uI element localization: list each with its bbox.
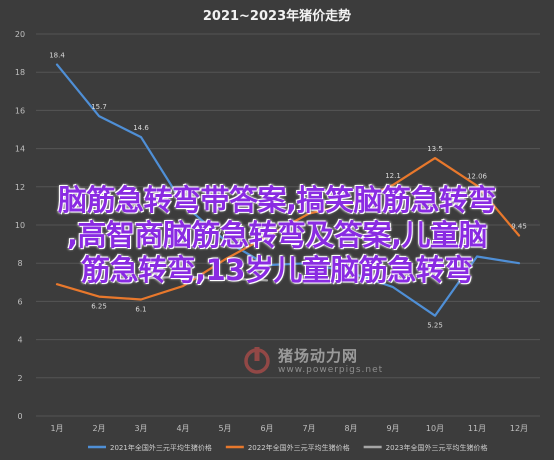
x-tick-label: 6月: [260, 424, 273, 433]
y-tick-label: 2: [17, 374, 22, 383]
legend-label-3: 2023年全国外三元平均生猪价格: [386, 443, 488, 452]
watermark-title: 猪场动力网: [278, 346, 359, 365]
data-label: 5.25: [427, 322, 443, 330]
data-label: 15.7: [91, 103, 107, 111]
y-tick-label: 6: [17, 297, 22, 306]
y-tick-label: 0: [17, 412, 22, 421]
data-label: 6.25: [91, 303, 107, 311]
x-tick-label: 9月: [386, 424, 399, 433]
y-tick-label: 20: [15, 30, 25, 39]
legend-label-2: 2022年全国外三元平均生猪价格: [248, 443, 350, 452]
data-label: 11.11: [173, 191, 193, 199]
y-tick-label: 16: [15, 106, 25, 115]
y-tick-label: 8: [17, 259, 22, 268]
x-tick-label: 5月: [218, 424, 231, 433]
x-tick-label: 12月: [510, 424, 528, 433]
overlay-line-2: ,高智商脑筋急转弯及答案,儿童脑: [66, 218, 488, 252]
watermark: 猪场动力网 www.powerpigs.net: [242, 346, 383, 376]
chart-title: 2021~2023年猪价走势: [203, 8, 351, 24]
y-tick-label: 14: [15, 145, 25, 154]
series-line-1: [55, 63, 521, 317]
data-label: 9.45: [511, 223, 527, 231]
series-line-2: [55, 157, 521, 301]
x-tick-label: 8月: [344, 424, 357, 433]
y-tick-label: 12: [15, 183, 25, 192]
data-label: 12.06: [467, 173, 488, 181]
x-tick-label: 11月: [468, 424, 486, 433]
overlay-line-1: 脑筋急转弯带答案,搞笑脑筋急转弯: [57, 183, 497, 217]
x-tick-label: 7月: [302, 424, 315, 433]
series-line-3: [139, 275, 269, 282]
data-label: 6.75: [385, 274, 401, 282]
data-label: 12.1: [385, 172, 401, 180]
legend-label-1: 2021年全国外三元平均生猪价格: [110, 443, 212, 452]
data-label: 14.6: [133, 124, 149, 132]
y-tick-label: 18: [15, 68, 25, 77]
data-label: 13.5: [427, 145, 443, 153]
watermark-url: www.powerpigs.net: [278, 364, 384, 375]
x-tick-label: 4月: [176, 424, 189, 433]
x-tick-label: 1月: [50, 424, 63, 433]
data-label: 6.1: [135, 305, 146, 313]
x-tick-label: 10月: [426, 424, 444, 433]
data-label: 9.16: [217, 227, 233, 235]
y-tick-label: 10: [15, 221, 25, 230]
overlay-text: 脑筋急转弯带答案,搞笑脑筋急转弯 ,高智商脑筋急转弯及答案,儿童脑 筋急转弯,1…: [0, 183, 554, 288]
y-tick-label: 4: [17, 336, 22, 345]
overlay-line-3: 筋急转弯,13岁儿童脑筋急转弯: [81, 253, 473, 287]
x-tick-label: 2月: [92, 424, 105, 433]
data-label: 18.4: [49, 52, 65, 60]
x-tick-label: 3月: [134, 424, 147, 433]
power-logo-icon: [244, 347, 270, 374]
